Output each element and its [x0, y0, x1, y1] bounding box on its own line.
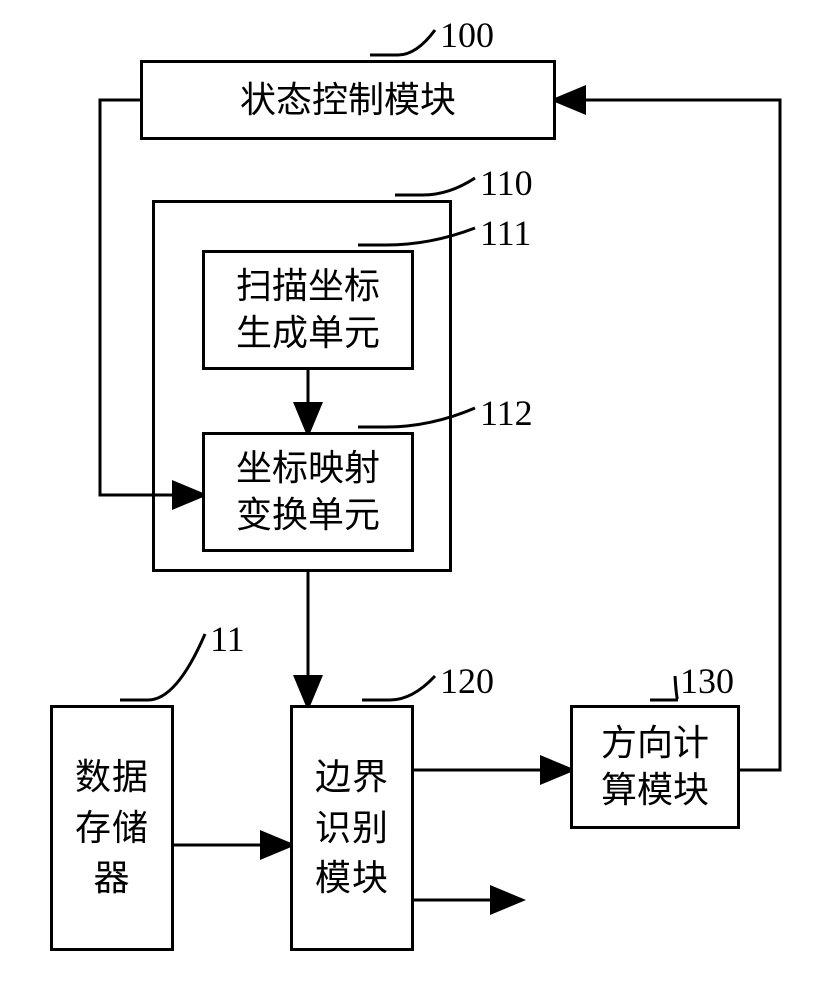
node-130-label: 方向计算模块 — [601, 720, 709, 814]
node-120-label: 边界识别模块 — [315, 752, 389, 903]
ref-label-112: 112 — [480, 392, 533, 434]
ref-label-130: 130 — [680, 660, 734, 702]
node-coord-map-transform-unit: 坐标映射变换单元 — [202, 432, 414, 552]
ref-label-11: 11 — [210, 618, 245, 660]
node-direction-calc-module: 方向计算模块 — [570, 705, 740, 829]
node-scan-coord-gen-unit: 扫描坐标生成单元 — [202, 250, 414, 370]
ref-label-111: 111 — [480, 212, 531, 254]
node-111-label: 扫描坐标生成单元 — [236, 263, 380, 357]
ref-label-120: 120 — [440, 660, 494, 702]
node-data-storage: 数据存储器 — [50, 705, 174, 951]
node-100-label: 状态控制模块 — [240, 77, 456, 124]
node-11-label: 数据存储器 — [75, 752, 149, 903]
node-boundary-recognition-module: 边界识别模块 — [290, 705, 414, 951]
node-112-label: 坐标映射变换单元 — [236, 445, 380, 539]
ref-label-110: 110 — [480, 162, 533, 204]
node-state-control-module: 状态控制模块 — [140, 60, 556, 140]
ref-label-100: 100 — [440, 14, 494, 56]
